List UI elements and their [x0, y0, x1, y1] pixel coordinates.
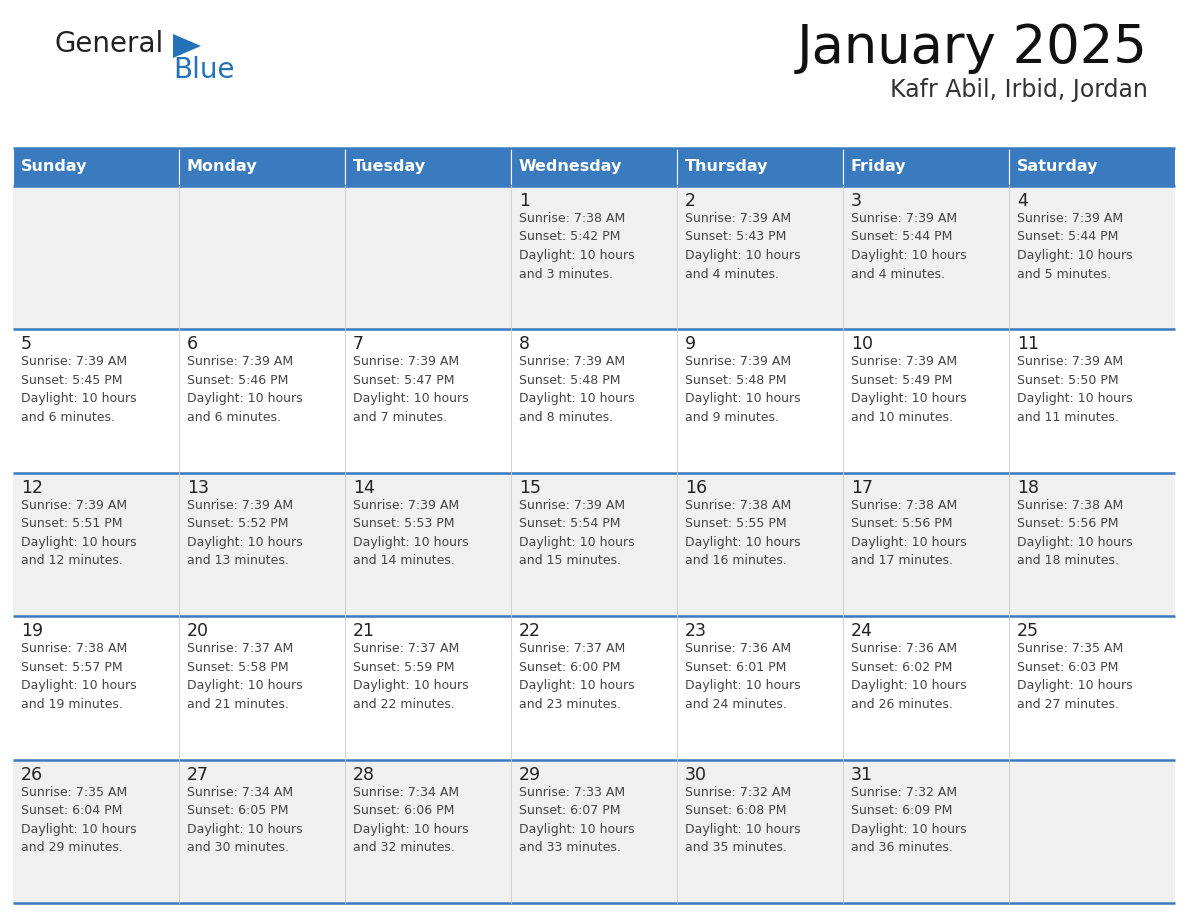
- Text: 28: 28: [353, 766, 375, 784]
- Text: Sunrise: 7:37 AM
Sunset: 5:58 PM
Daylight: 10 hours
and 21 minutes.: Sunrise: 7:37 AM Sunset: 5:58 PM Dayligh…: [187, 643, 303, 711]
- Text: Sunrise: 7:37 AM
Sunset: 6:00 PM
Daylight: 10 hours
and 23 minutes.: Sunrise: 7:37 AM Sunset: 6:00 PM Dayligh…: [519, 643, 634, 711]
- Text: 23: 23: [685, 622, 707, 640]
- Text: Sunrise: 7:39 AM
Sunset: 5:48 PM
Daylight: 10 hours
and 9 minutes.: Sunrise: 7:39 AM Sunset: 5:48 PM Dayligh…: [685, 355, 801, 424]
- Bar: [677, 148, 843, 186]
- Bar: [345, 148, 511, 186]
- Text: Thursday: Thursday: [685, 160, 769, 174]
- Text: 6: 6: [187, 335, 198, 353]
- Text: 2: 2: [685, 192, 696, 210]
- Text: Sunday: Sunday: [21, 160, 88, 174]
- Text: 3: 3: [851, 192, 862, 210]
- Text: 10: 10: [851, 335, 873, 353]
- Text: Sunrise: 7:35 AM
Sunset: 6:03 PM
Daylight: 10 hours
and 27 minutes.: Sunrise: 7:35 AM Sunset: 6:03 PM Dayligh…: [1017, 643, 1132, 711]
- Text: 9: 9: [685, 335, 696, 353]
- Text: Friday: Friday: [851, 160, 906, 174]
- Text: 5: 5: [21, 335, 32, 353]
- Text: 4: 4: [1017, 192, 1028, 210]
- Text: Sunrise: 7:37 AM
Sunset: 5:59 PM
Daylight: 10 hours
and 22 minutes.: Sunrise: 7:37 AM Sunset: 5:59 PM Dayligh…: [353, 643, 468, 711]
- Text: General: General: [55, 30, 164, 58]
- Text: January 2025: January 2025: [797, 22, 1148, 74]
- Polygon shape: [173, 34, 201, 58]
- Text: Sunrise: 7:39 AM
Sunset: 5:50 PM
Daylight: 10 hours
and 11 minutes.: Sunrise: 7:39 AM Sunset: 5:50 PM Dayligh…: [1017, 355, 1132, 424]
- Text: 16: 16: [685, 479, 707, 497]
- Text: Sunrise: 7:33 AM
Sunset: 6:07 PM
Daylight: 10 hours
and 33 minutes.: Sunrise: 7:33 AM Sunset: 6:07 PM Dayligh…: [519, 786, 634, 854]
- Text: 25: 25: [1017, 622, 1040, 640]
- Text: 15: 15: [519, 479, 541, 497]
- Text: 30: 30: [685, 766, 707, 784]
- Text: Sunrise: 7:39 AM
Sunset: 5:52 PM
Daylight: 10 hours
and 13 minutes.: Sunrise: 7:39 AM Sunset: 5:52 PM Dayligh…: [187, 498, 303, 567]
- Text: 17: 17: [851, 479, 873, 497]
- Text: Sunrise: 7:32 AM
Sunset: 6:08 PM
Daylight: 10 hours
and 35 minutes.: Sunrise: 7:32 AM Sunset: 6:08 PM Dayligh…: [685, 786, 801, 854]
- Text: 19: 19: [21, 622, 43, 640]
- Text: 11: 11: [1017, 335, 1040, 353]
- Bar: [13, 616, 1175, 759]
- Text: Monday: Monday: [187, 160, 258, 174]
- Text: Sunrise: 7:39 AM
Sunset: 5:49 PM
Daylight: 10 hours
and 10 minutes.: Sunrise: 7:39 AM Sunset: 5:49 PM Dayligh…: [851, 355, 967, 424]
- Bar: [843, 148, 1009, 186]
- Text: 7: 7: [353, 335, 364, 353]
- Text: Sunrise: 7:39 AM
Sunset: 5:54 PM
Daylight: 10 hours
and 15 minutes.: Sunrise: 7:39 AM Sunset: 5:54 PM Dayligh…: [519, 498, 634, 567]
- Text: Sunrise: 7:39 AM
Sunset: 5:46 PM
Daylight: 10 hours
and 6 minutes.: Sunrise: 7:39 AM Sunset: 5:46 PM Dayligh…: [187, 355, 303, 424]
- Text: Sunrise: 7:39 AM
Sunset: 5:47 PM
Daylight: 10 hours
and 7 minutes.: Sunrise: 7:39 AM Sunset: 5:47 PM Dayligh…: [353, 355, 468, 424]
- Text: 26: 26: [21, 766, 43, 784]
- Text: Sunrise: 7:39 AM
Sunset: 5:45 PM
Daylight: 10 hours
and 6 minutes.: Sunrise: 7:39 AM Sunset: 5:45 PM Dayligh…: [21, 355, 137, 424]
- Text: Kafr Abil, Irbid, Jordan: Kafr Abil, Irbid, Jordan: [890, 78, 1148, 102]
- Text: Sunrise: 7:34 AM
Sunset: 6:06 PM
Daylight: 10 hours
and 32 minutes.: Sunrise: 7:34 AM Sunset: 6:06 PM Dayligh…: [353, 786, 468, 854]
- Bar: [511, 148, 677, 186]
- Text: Sunrise: 7:38 AM
Sunset: 5:56 PM
Daylight: 10 hours
and 18 minutes.: Sunrise: 7:38 AM Sunset: 5:56 PM Dayligh…: [1017, 498, 1132, 567]
- Text: 31: 31: [851, 766, 873, 784]
- Text: Sunrise: 7:36 AM
Sunset: 6:01 PM
Daylight: 10 hours
and 24 minutes.: Sunrise: 7:36 AM Sunset: 6:01 PM Dayligh…: [685, 643, 801, 711]
- Text: Tuesday: Tuesday: [353, 160, 426, 174]
- Text: 24: 24: [851, 622, 873, 640]
- Text: Sunrise: 7:36 AM
Sunset: 6:02 PM
Daylight: 10 hours
and 26 minutes.: Sunrise: 7:36 AM Sunset: 6:02 PM Dayligh…: [851, 643, 967, 711]
- Text: 20: 20: [187, 622, 209, 640]
- Text: 14: 14: [353, 479, 375, 497]
- Text: Sunrise: 7:39 AM
Sunset: 5:44 PM
Daylight: 10 hours
and 5 minutes.: Sunrise: 7:39 AM Sunset: 5:44 PM Dayligh…: [1017, 212, 1132, 281]
- Bar: [13, 330, 1175, 473]
- Text: Blue: Blue: [173, 56, 234, 84]
- Text: Sunrise: 7:38 AM
Sunset: 5:56 PM
Daylight: 10 hours
and 17 minutes.: Sunrise: 7:38 AM Sunset: 5:56 PM Dayligh…: [851, 498, 967, 567]
- Text: Sunrise: 7:34 AM
Sunset: 6:05 PM
Daylight: 10 hours
and 30 minutes.: Sunrise: 7:34 AM Sunset: 6:05 PM Dayligh…: [187, 786, 303, 854]
- Bar: [13, 148, 179, 186]
- Text: Sunrise: 7:32 AM
Sunset: 6:09 PM
Daylight: 10 hours
and 36 minutes.: Sunrise: 7:32 AM Sunset: 6:09 PM Dayligh…: [851, 786, 967, 854]
- Text: Sunrise: 7:39 AM
Sunset: 5:44 PM
Daylight: 10 hours
and 4 minutes.: Sunrise: 7:39 AM Sunset: 5:44 PM Dayligh…: [851, 212, 967, 281]
- Text: Sunrise: 7:39 AM
Sunset: 5:48 PM
Daylight: 10 hours
and 8 minutes.: Sunrise: 7:39 AM Sunset: 5:48 PM Dayligh…: [519, 355, 634, 424]
- Bar: [13, 473, 1175, 616]
- Text: 18: 18: [1017, 479, 1040, 497]
- Text: 21: 21: [353, 622, 375, 640]
- Text: Sunrise: 7:35 AM
Sunset: 6:04 PM
Daylight: 10 hours
and 29 minutes.: Sunrise: 7:35 AM Sunset: 6:04 PM Dayligh…: [21, 786, 137, 854]
- Bar: [1009, 148, 1175, 186]
- Text: Sunrise: 7:38 AM
Sunset: 5:42 PM
Daylight: 10 hours
and 3 minutes.: Sunrise: 7:38 AM Sunset: 5:42 PM Dayligh…: [519, 212, 634, 281]
- Text: 12: 12: [21, 479, 43, 497]
- Text: 13: 13: [187, 479, 209, 497]
- Text: Sunrise: 7:39 AM
Sunset: 5:51 PM
Daylight: 10 hours
and 12 minutes.: Sunrise: 7:39 AM Sunset: 5:51 PM Dayligh…: [21, 498, 137, 567]
- Text: Sunrise: 7:38 AM
Sunset: 5:57 PM
Daylight: 10 hours
and 19 minutes.: Sunrise: 7:38 AM Sunset: 5:57 PM Dayligh…: [21, 643, 137, 711]
- Text: Sunrise: 7:38 AM
Sunset: 5:55 PM
Daylight: 10 hours
and 16 minutes.: Sunrise: 7:38 AM Sunset: 5:55 PM Dayligh…: [685, 498, 801, 567]
- Text: 27: 27: [187, 766, 209, 784]
- Bar: [13, 759, 1175, 903]
- Text: 1: 1: [519, 192, 530, 210]
- Text: Sunrise: 7:39 AM
Sunset: 5:53 PM
Daylight: 10 hours
and 14 minutes.: Sunrise: 7:39 AM Sunset: 5:53 PM Dayligh…: [353, 498, 468, 567]
- Text: 29: 29: [519, 766, 541, 784]
- Text: Saturday: Saturday: [1017, 160, 1099, 174]
- Text: 8: 8: [519, 335, 530, 353]
- Bar: [13, 186, 1175, 330]
- Text: Wednesday: Wednesday: [519, 160, 623, 174]
- Text: Sunrise: 7:39 AM
Sunset: 5:43 PM
Daylight: 10 hours
and 4 minutes.: Sunrise: 7:39 AM Sunset: 5:43 PM Dayligh…: [685, 212, 801, 281]
- Bar: [179, 148, 345, 186]
- Text: 22: 22: [519, 622, 541, 640]
